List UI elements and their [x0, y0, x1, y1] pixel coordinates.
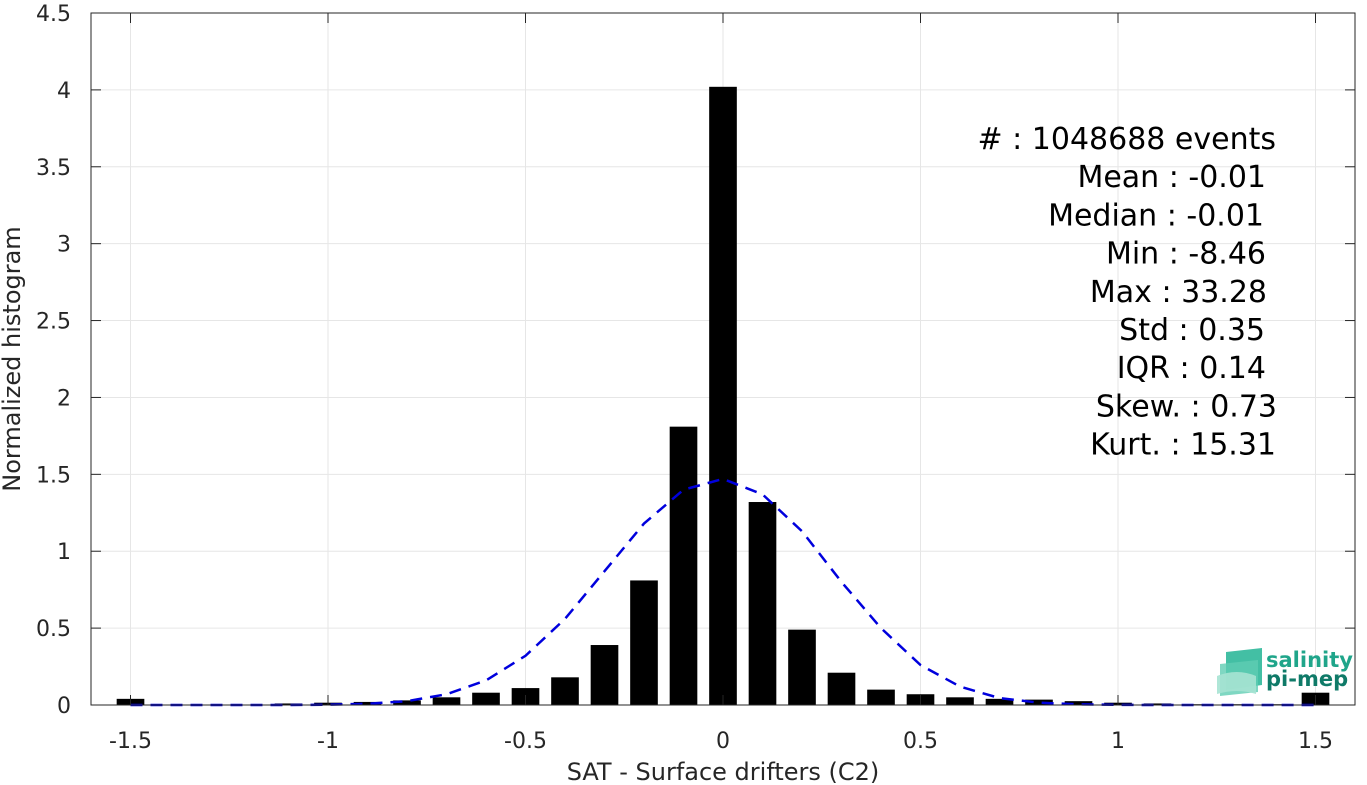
stat-line-3: Min : -8.46 — [1106, 237, 1266, 272]
y-tick-label-7: 3.5 — [36, 156, 71, 181]
x-tick-labels: -1.5 -1 -0.5 0 0.5 1 1.5 — [109, 729, 1333, 754]
histogram-bar-7 — [393, 700, 421, 705]
salinity-pi-mep-logo: salinity pi-mep — [1217, 648, 1353, 696]
x-tick-label-3: 0 — [716, 729, 730, 754]
x-tick-label-1: -1 — [317, 729, 339, 754]
x-axis-title: SAT - Surface drifters (C2) — [567, 758, 880, 785]
y-tick-labels: 0 0.5 1 1.5 2 2.5 3 3.5 4 4.5 — [36, 2, 71, 719]
histogram-bar-19 — [867, 689, 895, 705]
histogram-bar-15 — [709, 86, 737, 705]
histogram-bar-22 — [985, 698, 1014, 705]
y-tick-label-2: 1 — [57, 540, 71, 565]
stat-line-1: Mean : -0.01 — [1077, 160, 1266, 195]
histogram-bar-11 — [551, 677, 579, 705]
stat-line-0: # : 1048688 events — [977, 122, 1276, 157]
stat-line-2: Median : -0.01 — [1048, 198, 1264, 233]
x-tick-label-5: 1 — [1111, 729, 1125, 754]
logo-wave-icon — [1217, 648, 1262, 696]
histogram-bars — [116, 86, 1330, 705]
histogram-bar-6 — [353, 701, 382, 705]
histogram-bar-17 — [788, 629, 816, 705]
stat-line-6: IQR : 0.14 — [1117, 351, 1266, 386]
y-tick-label-0: 0 — [57, 694, 71, 719]
y-tick-label-4: 2 — [57, 386, 71, 411]
x-tick-label-2: -0.5 — [504, 729, 547, 754]
histogram-bar-12 — [590, 645, 619, 705]
stat-line-5: Std : 0.35 — [1119, 313, 1265, 348]
histogram-bar-8 — [432, 697, 461, 705]
histogram-bar-21 — [946, 697, 974, 705]
x-tick-label-4: 0.5 — [903, 729, 938, 754]
y-tick-label-5: 2.5 — [36, 310, 71, 335]
histogram-bar-16 — [748, 502, 777, 705]
y-tick-label-1: 0.5 — [36, 617, 71, 642]
stat-line-7: Skew. : 0.73 — [1096, 389, 1277, 424]
y-tick-label-3: 1.5 — [36, 463, 71, 488]
histogram-bar-13 — [630, 580, 658, 705]
logo-text-salinity: salinity — [1266, 648, 1353, 672]
x-tick-label-0: -1.5 — [109, 729, 152, 754]
y-tick-label-8: 4 — [57, 79, 71, 104]
histogram-bar-24 — [1064, 701, 1093, 705]
y-tick-label-6: 3 — [57, 233, 71, 258]
histogram-bar-18 — [827, 672, 856, 705]
logo-text-pi-mep: pi-mep — [1266, 667, 1348, 691]
y-tick-label-9: 4.5 — [36, 2, 71, 27]
x-tick-label-6: 1.5 — [1298, 729, 1333, 754]
histogram-bar-14 — [669, 426, 698, 705]
histogram-bar-23 — [1025, 699, 1053, 705]
histogram-bar-4 — [274, 703, 303, 705]
y-axis-title: Normalized histogram — [0, 226, 26, 491]
histogram-bar-26 — [1143, 703, 1172, 705]
stat-line-8: Kurt. : 15.31 — [1090, 428, 1276, 463]
axis-ticks — [91, 12, 1355, 706]
stat-line-4: Max : 33.28 — [1090, 275, 1267, 310]
histogram-bar-9 — [472, 692, 500, 705]
